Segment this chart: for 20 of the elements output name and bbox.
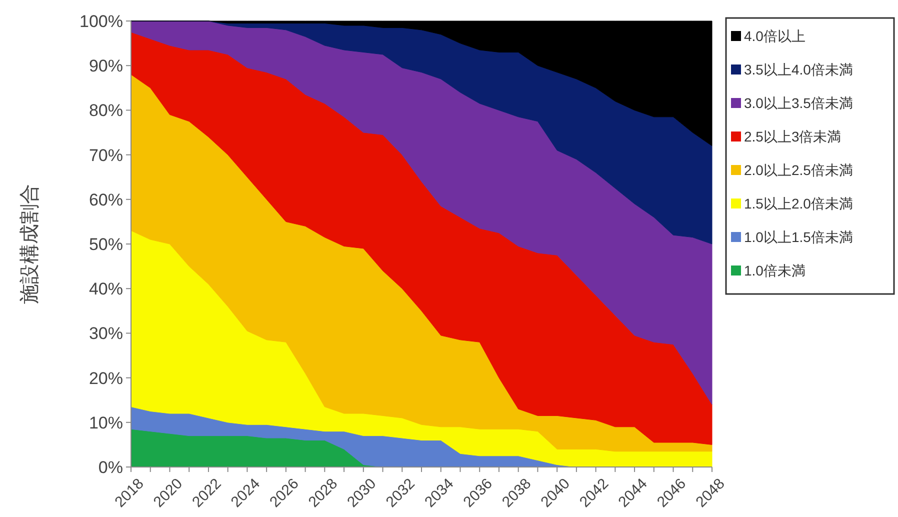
legend-label: 1.0以上1.5倍未満 (744, 228, 853, 245)
y-tick-label: 40% (88, 280, 123, 299)
legend-label: 1.0倍未満 (744, 262, 806, 278)
y-tick-label: 90% (88, 56, 123, 76)
y-tick-label: 100% (80, 12, 123, 31)
y-tick-label: 20% (88, 368, 123, 388)
legend-label: 2.5以上3倍未満 (744, 128, 842, 144)
y-tick-label: 80% (88, 101, 123, 120)
legend-label: 4.0倍以上 (744, 28, 806, 44)
legend-label: 3.0以上3.5倍未満 (744, 94, 853, 111)
legend-label: 2.0以上2.5倍未満 (744, 162, 853, 178)
y-tick-label: 10% (88, 413, 123, 432)
y-tick-label: 30% (88, 324, 123, 344)
y-tick-label: 60% (88, 190, 123, 210)
y-tick-label: 0% (98, 458, 123, 477)
y-axis-title: 施設構成割合 (19, 184, 41, 304)
legend-label: 3.5以上4.0倍未満 (744, 61, 853, 78)
y-tick-label: 50% (88, 234, 123, 254)
y-tick-label: 70% (88, 146, 123, 165)
legend-label: 1.5以上2.0倍未満 (744, 195, 853, 212)
